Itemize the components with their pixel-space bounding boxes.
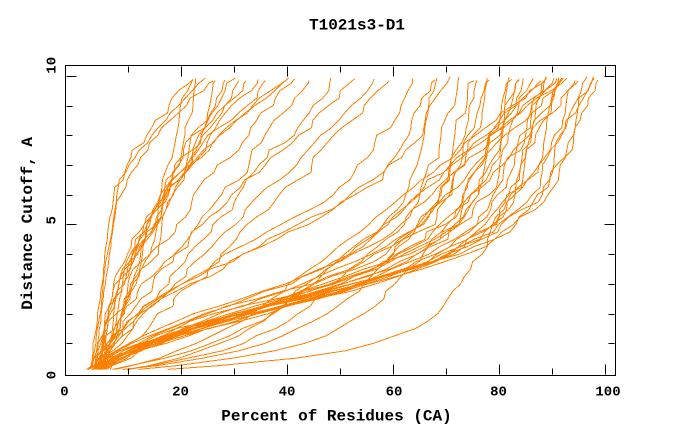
svg-text:Distance Cutoff, A: Distance Cutoff, A xyxy=(19,137,37,310)
svg-text:100: 100 xyxy=(595,385,620,401)
svg-text:40: 40 xyxy=(279,385,296,401)
svg-text:0: 0 xyxy=(45,371,61,379)
svg-text:60: 60 xyxy=(386,385,403,401)
svg-text:T1021s3-D1: T1021s3-D1 xyxy=(309,16,405,34)
svg-text:Percent of Residues (CA): Percent of Residues (CA) xyxy=(221,408,451,426)
svg-text:80: 80 xyxy=(490,385,507,401)
svg-text:0: 0 xyxy=(60,385,68,401)
svg-text:5: 5 xyxy=(45,216,61,224)
svg-text:10: 10 xyxy=(45,57,61,74)
svg-text:20: 20 xyxy=(172,385,189,401)
